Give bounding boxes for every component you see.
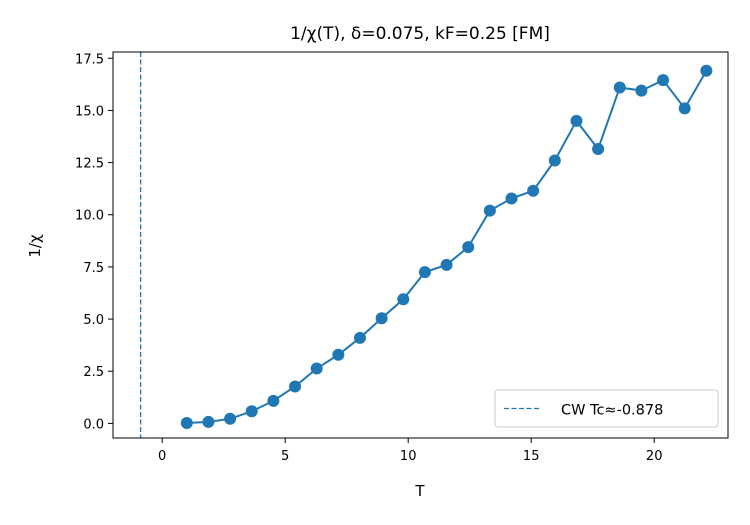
data-point <box>397 293 410 306</box>
data-point <box>548 154 561 167</box>
data-point <box>505 192 518 205</box>
data-point <box>267 394 280 407</box>
y-tick-label: 7.5 <box>83 261 104 276</box>
y-tick-label: 15.0 <box>75 104 104 119</box>
x-tick-label: 5 <box>281 449 289 464</box>
data-point <box>635 84 648 97</box>
data-point <box>527 184 540 197</box>
x-tick-label: 0 <box>158 449 166 464</box>
x-tick-label: 15 <box>523 449 540 464</box>
data-point <box>310 362 323 375</box>
data-point <box>224 412 237 425</box>
y-tick-label: 2.5 <box>83 365 104 380</box>
legend-box <box>494 389 719 428</box>
y-tick-label: 5.0 <box>83 313 104 328</box>
chart-title: 1/χ(T), δ=0.075, kF=0.25 [FM] <box>290 24 550 44</box>
data-point <box>657 74 670 87</box>
data-point <box>592 143 605 156</box>
y-tick-label: 12.5 <box>75 157 104 172</box>
data-point <box>289 380 302 393</box>
x-tick-label: 20 <box>646 449 663 464</box>
data-point <box>418 266 431 279</box>
plot-area: 0 5 10 15 20 0.0 2.5 5.0 7.5 10.0 12.5 15.0 17.5 CW T… <box>75 51 729 464</box>
data-point <box>462 241 475 254</box>
x-axis-label: T <box>414 482 425 500</box>
data-point <box>375 312 388 325</box>
x-tick-label: 10 <box>400 449 417 464</box>
data-point <box>202 415 215 428</box>
data-point <box>678 102 691 115</box>
y-tick-label: 17.5 <box>75 52 104 67</box>
legend-label: CW Tc≈-0.878 <box>561 403 663 419</box>
data-point <box>440 258 453 271</box>
y-tick-label: 0.0 <box>83 417 104 432</box>
axes-frame <box>112 51 729 439</box>
data-point <box>613 81 626 94</box>
y-tick-label: 10.0 <box>75 209 104 224</box>
data-point <box>483 204 496 217</box>
y-axis-label: 1/χ <box>26 234 44 258</box>
data-point <box>700 64 713 77</box>
data-point <box>332 348 345 361</box>
data-point <box>245 405 258 418</box>
data-point <box>570 114 583 127</box>
data-point <box>180 416 193 429</box>
data-point <box>353 331 366 344</box>
